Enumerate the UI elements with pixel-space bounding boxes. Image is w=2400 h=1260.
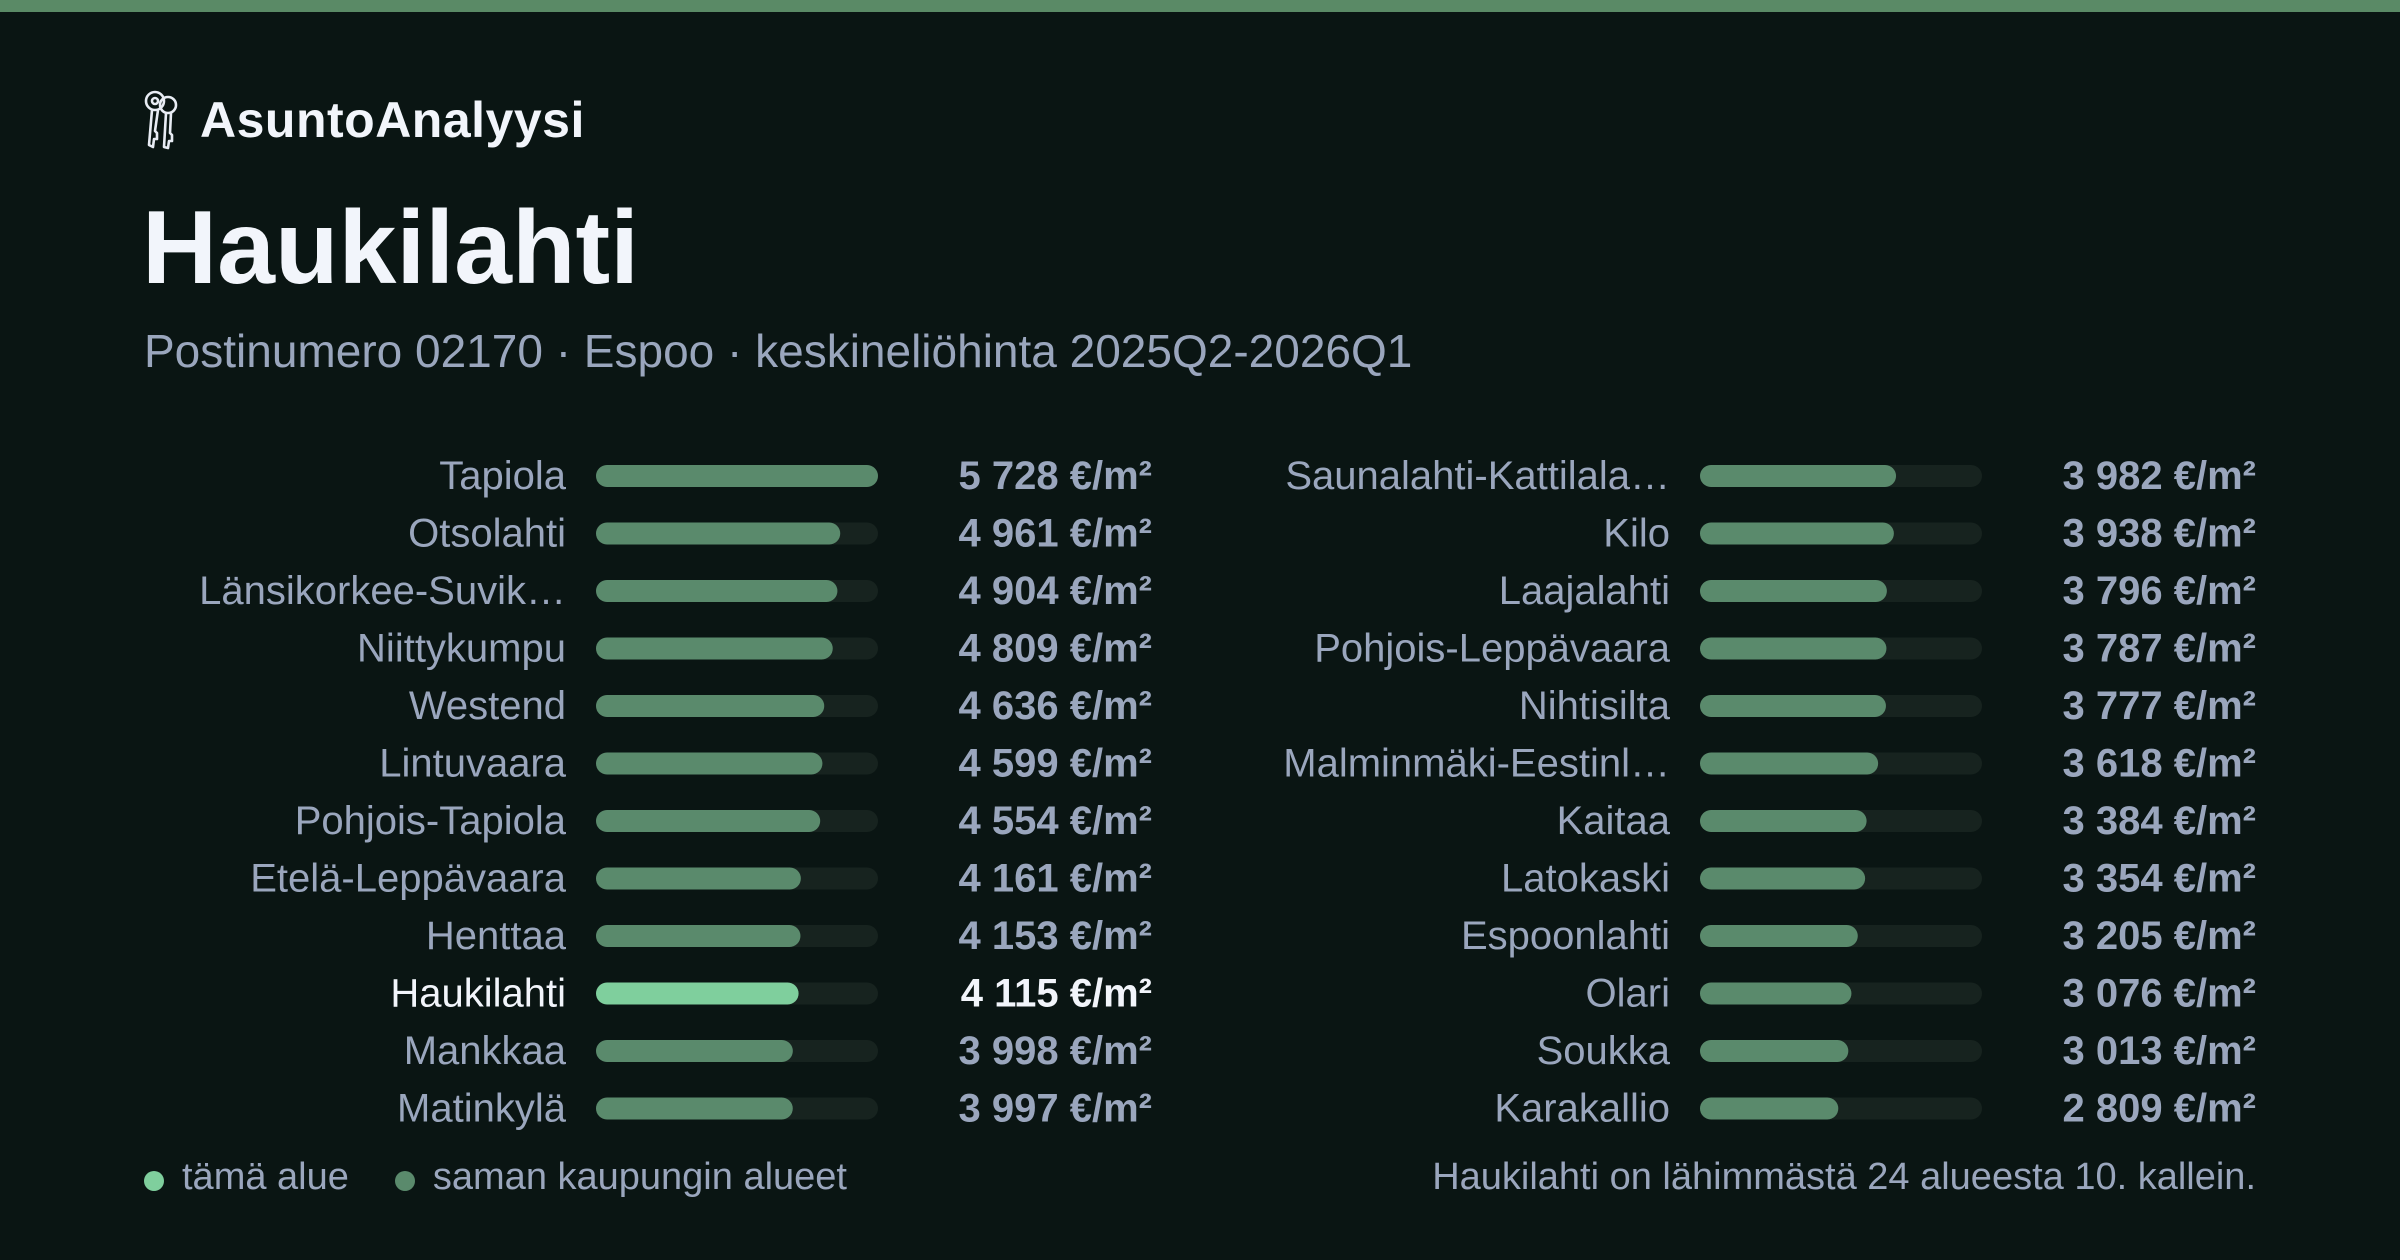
legend-item-same-city: saman kaupungin alueet (394, 1155, 847, 1199)
bar (596, 925, 801, 947)
category-label-haukilahti: Haukilahti (390, 972, 566, 1016)
value-label: 3 997 €/m² (959, 1087, 1152, 1131)
value-label: 3 205 €/m² (2063, 914, 2256, 958)
top-accent-bar (0, 0, 2400, 12)
value-label: 3 938 €/m² (2063, 512, 2256, 556)
legend-dot-default (394, 1171, 415, 1191)
bar (596, 1097, 793, 1120)
value-label: 3 384 €/m² (2063, 799, 2256, 843)
value-label: 2 809 €/m² (2063, 1087, 2256, 1131)
bar (1700, 695, 1886, 717)
value-label: 3 787 €/m² (2063, 627, 2256, 671)
category-label-saunalahti-kattilala: Saunalahti-Kattilala… (1285, 454, 1670, 498)
bar (1700, 752, 1879, 775)
bar (596, 695, 825, 717)
category-label-länsikorkee-suvik: Länsikorkee-Suvik… (199, 569, 566, 613)
value-label: 4 809 €/m² (959, 627, 1152, 671)
value-label: 3 618 €/m² (2063, 742, 2256, 786)
value-label: 4 115 €/m² (961, 972, 1152, 1016)
value-label: 5 728 €/m² (959, 454, 1152, 498)
category-label-mankkaa: Mankkaa (404, 1029, 567, 1073)
category-label-laajalahti: Laajalahti (1499, 569, 1670, 613)
value-label: 4 161 €/m² (959, 857, 1152, 901)
category-label-westend: Westend (409, 684, 566, 728)
bar (1700, 867, 1866, 890)
bar (1700, 580, 1887, 602)
value-label: 4 636 €/m² (959, 684, 1152, 728)
value-label: 4 904 €/m² (959, 569, 1152, 613)
value-label: 3 982 €/m² (2063, 454, 2256, 498)
category-label-otsolahti: Otsolahti (408, 512, 566, 556)
value-label: 3 998 €/m² (959, 1029, 1152, 1073)
category-label-soukka: Soukka (1537, 1029, 1671, 1073)
page-subtitle: Postinumero 02170 · Espoo · keskineliöhi… (144, 325, 1413, 377)
category-label-tapiola: Tapiola (439, 454, 567, 498)
bar (1700, 1040, 1849, 1062)
bar (1700, 1097, 1839, 1120)
category-label-malminmäki-eestinl: Malminmäki-Eestinl… (1283, 742, 1670, 786)
bar (1700, 465, 1897, 487)
value-label: 3 076 €/m² (2063, 972, 2256, 1016)
legend-label-this-area: tämä alue (182, 1155, 349, 1198)
bar (596, 810, 821, 832)
category-label-kilo: Kilo (1603, 512, 1670, 556)
bar (596, 637, 833, 660)
category-label-niittykumpu: Niittykumpu (357, 627, 566, 671)
category-label-olari: Olari (1586, 972, 1670, 1016)
category-label-pohjois-tapiola: Pohjois-Tapiola (295, 799, 567, 843)
bar (596, 522, 841, 545)
value-label: 3 013 €/m² (2063, 1029, 2256, 1073)
bar (1700, 925, 1858, 947)
category-label-henttaa: Henttaa (426, 914, 567, 958)
category-label-nihtisilta: Nihtisilta (1519, 684, 1671, 728)
category-label-espoonlahti: Espoonlahti (1461, 914, 1670, 958)
bar (596, 465, 878, 487)
value-label: 3 796 €/m² (2063, 569, 2256, 613)
legend-dot-highlight (144, 1171, 164, 1191)
legend-item-this-area: tämä alue (144, 1156, 349, 1199)
price-bar-chart: Tapiola 5 728 €/m² Otsolahti 4 961 €/m² Läns… (199, 454, 2256, 1131)
brand: AsuntoAnalyysi (140, 88, 585, 152)
ranking-footnote: Haukilahti on lähimmästä 24 alueesta 10.… (1432, 1156, 2256, 1198)
bar (1700, 810, 1867, 832)
category-label-lintuvaara: Lintuvaara (379, 742, 567, 786)
value-label: 4 599 €/m² (959, 742, 1152, 786)
bar (596, 1040, 793, 1062)
category-label-pohjois-leppävaara: Pohjois-Leppävaara (1314, 627, 1671, 671)
legend-label-same-city: saman kaupungin alueet (432, 1155, 847, 1198)
page-title: Haukilahti (142, 190, 639, 306)
keys-icon (144, 90, 178, 150)
bar (1700, 982, 1852, 1005)
bar (1700, 637, 1887, 660)
value-label: 4 961 €/m² (959, 512, 1152, 556)
category-label-etelä-leppävaara: Etelä-Leppävaara (250, 857, 567, 901)
category-label-matinkylä: Matinkylä (397, 1087, 567, 1131)
bar-highlight (596, 982, 799, 1005)
legend: tämä alue saman kaupungin alueet (144, 1152, 893, 1202)
value-label: 3 354 €/m² (2063, 857, 2256, 901)
value-label: 4 554 €/m² (959, 799, 1152, 843)
bar (596, 867, 801, 890)
bar (596, 752, 823, 775)
bar (596, 580, 838, 602)
value-label: 3 777 €/m² (2063, 684, 2256, 728)
bar (1700, 522, 1894, 545)
category-label-karakallio: Karakallio (1494, 1087, 1670, 1131)
value-label: 4 153 €/m² (959, 914, 1152, 958)
brand-name: AsuntoAnalyysi (200, 92, 585, 148)
category-label-kaitaa: Kaitaa (1557, 799, 1671, 843)
category-label-latokaski: Latokaski (1501, 857, 1670, 901)
